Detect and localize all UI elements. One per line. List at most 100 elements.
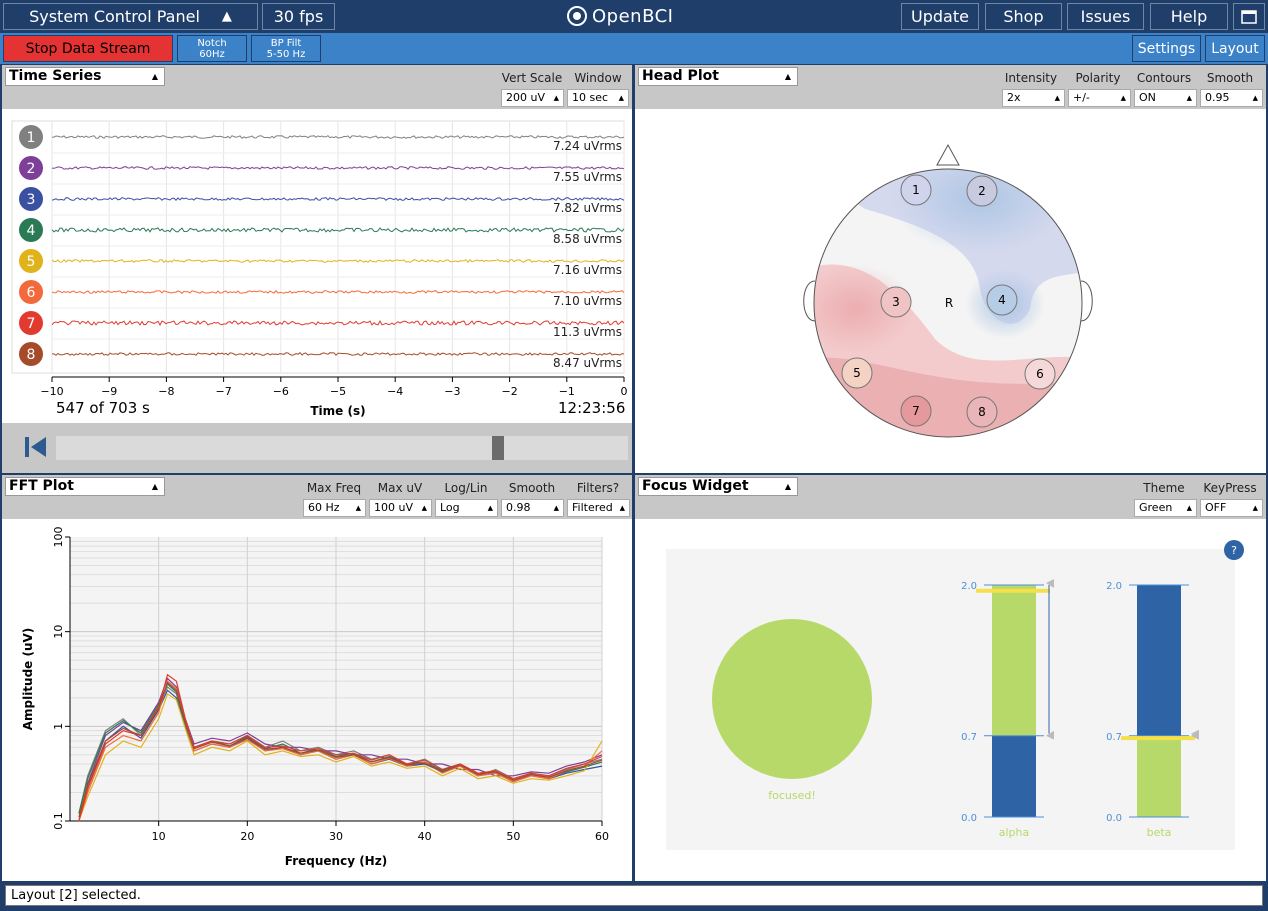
shop-button[interactable]: Shop bbox=[985, 3, 1062, 30]
playback-slider-handle[interactable] bbox=[491, 436, 504, 460]
fft-plot-widget-select[interactable]: FFT Plot ▲ bbox=[5, 477, 165, 496]
beta-tick-label: 0.0 bbox=[1106, 813, 1122, 824]
channel-4-badge[interactable] bbox=[19, 218, 43, 242]
focus-display: ? focused! 2.0 0.7 0.0 alpha 2.0 0.7 0.0 beta bbox=[666, 540, 1244, 850]
window-dropdown[interactable]: 10 sec ▲ bbox=[567, 89, 629, 107]
dropdown-arrow-icon: ▲ bbox=[1252, 94, 1258, 102]
issues-button[interactable]: Issues bbox=[1067, 3, 1144, 30]
log-lin-dropdown[interactable]: Log ▲ bbox=[435, 499, 498, 517]
help-button[interactable]: Help bbox=[1150, 3, 1228, 30]
nose-icon bbox=[936, 143, 960, 166]
dropdown-arrow-icon: ▲ bbox=[1252, 504, 1258, 512]
top-bar: System Control Panel ▲ 30 fps OpenBCI Up… bbox=[0, 0, 1268, 33]
contours-dropdown[interactable]: ON ▲ bbox=[1134, 89, 1197, 107]
channel-8-button[interactable]: 8 bbox=[19, 342, 43, 366]
channel-7-badge[interactable] bbox=[19, 311, 43, 335]
electrode-label: 5 bbox=[853, 366, 861, 380]
rewind-icon[interactable] bbox=[24, 435, 48, 459]
electrode-7 bbox=[900, 395, 932, 427]
alpha-upper-handle-icon[interactable] bbox=[1046, 579, 1054, 588]
max-uv-dropdown[interactable]: 100 uV ▲ bbox=[369, 499, 432, 517]
log-lin-value: Log bbox=[440, 501, 460, 514]
alpha-bar-upper bbox=[992, 585, 1036, 736]
system-control-panel-button[interactable]: System Control Panel ▲ bbox=[3, 3, 258, 30]
settings-button[interactable]: Settings bbox=[1132, 35, 1201, 62]
window-toggle-button[interactable] bbox=[1233, 3, 1265, 30]
channel-3-badge[interactable] bbox=[19, 187, 43, 211]
channel-7-button[interactable]: 7 bbox=[19, 311, 43, 335]
head-plot-widget-select[interactable]: Head Plot ▲ bbox=[638, 67, 798, 86]
electrode-label: 4 bbox=[998, 293, 1006, 307]
dropdown-arrow-icon: ▲ bbox=[151, 72, 158, 81]
keypress-label: KeyPress bbox=[1203, 481, 1257, 495]
alpha-lower-handle-icon[interactable] bbox=[1046, 730, 1054, 740]
smooth-dropdown[interactable]: 0.98 ▲ bbox=[501, 499, 564, 517]
channel-5-badge[interactable] bbox=[19, 249, 43, 273]
filters-dropdown[interactable]: Filtered ▲ bbox=[567, 499, 630, 517]
channel-number: 3 bbox=[27, 192, 36, 208]
x-tick-label: 40 bbox=[418, 830, 432, 843]
channel-3-button[interactable]: 3 bbox=[19, 187, 43, 211]
fft-series-6 bbox=[78, 680, 603, 822]
channel-6-badge[interactable] bbox=[19, 280, 43, 304]
channel-6-button[interactable]: 6 bbox=[19, 280, 43, 304]
layout-button[interactable]: Layout bbox=[1205, 35, 1265, 62]
electrode-label: 7 bbox=[912, 404, 920, 418]
max-uv-label: Max uV bbox=[377, 481, 423, 495]
electrode-3 bbox=[880, 286, 912, 318]
traces-area bbox=[11, 120, 625, 374]
channel-5-button[interactable]: 5 bbox=[19, 249, 43, 273]
polarity-dropdown[interactable]: +/- ▲ bbox=[1068, 89, 1131, 107]
time-series-widget-select[interactable]: Time Series ▲ bbox=[5, 67, 165, 86]
channel-1-badge[interactable] bbox=[19, 125, 43, 149]
playback-slider[interactable] bbox=[56, 436, 628, 460]
beta-label: beta bbox=[1147, 826, 1172, 839]
smooth-dropdown[interactable]: 0.95 ▲ bbox=[1200, 89, 1263, 107]
fft-plot-widget: FFT Plot ▲ Max Freq Max uV Log/Lin Smooth… bbox=[2, 475, 632, 881]
bandpass-filter-button[interactable]: BP Filt 5-50 Hz bbox=[251, 35, 321, 62]
channel-2-button[interactable]: 2 bbox=[19, 156, 43, 180]
vert-scale-dropdown[interactable]: 200 uV ▲ bbox=[501, 89, 564, 107]
reference-label: R bbox=[945, 296, 953, 310]
notch-filter-button[interactable]: Notch 60Hz bbox=[177, 35, 247, 62]
channel-1-trace bbox=[51, 135, 625, 139]
max-uv-value: 100 uV bbox=[374, 501, 413, 514]
focus-widget: Focus Widget ▲ Theme KeyPress Green ▲ OFF ▲… bbox=[635, 475, 1266, 881]
dropdown-arrow-icon: ▲ bbox=[1186, 504, 1192, 512]
focus-widget-select[interactable]: Focus Widget ▲ bbox=[638, 477, 798, 496]
status-bar: Layout [2] selected. bbox=[5, 885, 1263, 906]
intensity-dropdown[interactable]: 2x ▲ bbox=[1002, 89, 1065, 107]
channel-number: 5 bbox=[27, 254, 36, 270]
dropdown-arrow-icon: ▲ bbox=[151, 482, 158, 491]
system-control-panel-label: System Control Panel bbox=[29, 7, 200, 26]
max-freq-dropdown[interactable]: 60 Hz ▲ bbox=[303, 499, 366, 517]
focus-indicator bbox=[712, 619, 872, 779]
keypress-dropdown[interactable]: OFF ▲ bbox=[1200, 499, 1263, 517]
fft-series-5 bbox=[78, 692, 603, 822]
y-tick-label: 0.1 bbox=[52, 812, 65, 830]
help-icon-label: ? bbox=[1231, 544, 1237, 557]
update-button[interactable]: Update bbox=[901, 3, 979, 30]
max-freq-label: Max Freq bbox=[306, 481, 362, 495]
channel-1-rms: 7.24 uVrms bbox=[553, 139, 622, 153]
y-tick-label: 100 bbox=[52, 527, 65, 548]
channel-8-badge[interactable] bbox=[19, 342, 43, 366]
channel-1-button[interactable]: 1 bbox=[19, 125, 43, 149]
time-series-header: Time Series ▲ Vert Scale Window 200 uV ▲ 1… bbox=[2, 65, 632, 109]
widget-title: Time Series bbox=[9, 68, 102, 84]
beta-lower-handle-icon[interactable] bbox=[1191, 730, 1199, 740]
theme-dropdown[interactable]: Green ▲ bbox=[1134, 499, 1197, 517]
playback-bar bbox=[2, 423, 632, 473]
fps-button[interactable]: 30 fps bbox=[262, 3, 335, 30]
x-tick-label: 10 bbox=[152, 830, 166, 843]
channel-2-rms: 7.55 uVrms bbox=[553, 170, 622, 184]
electrode-label: 1 bbox=[912, 183, 920, 197]
help-icon[interactable] bbox=[1224, 540, 1244, 560]
y-tick-label: 10 bbox=[52, 625, 65, 639]
head-plot-widget: Head Plot ▲ Intensity Polarity Contours S… bbox=[635, 65, 1266, 473]
channel-8-rms: 8.47 uVrms bbox=[553, 356, 622, 370]
stop-data-stream-button[interactable]: Stop Data Stream bbox=[3, 35, 173, 62]
contours-label: Contours bbox=[1136, 71, 1192, 85]
channel-4-button[interactable]: 4 bbox=[19, 218, 43, 242]
channel-2-badge[interactable] bbox=[19, 156, 43, 180]
